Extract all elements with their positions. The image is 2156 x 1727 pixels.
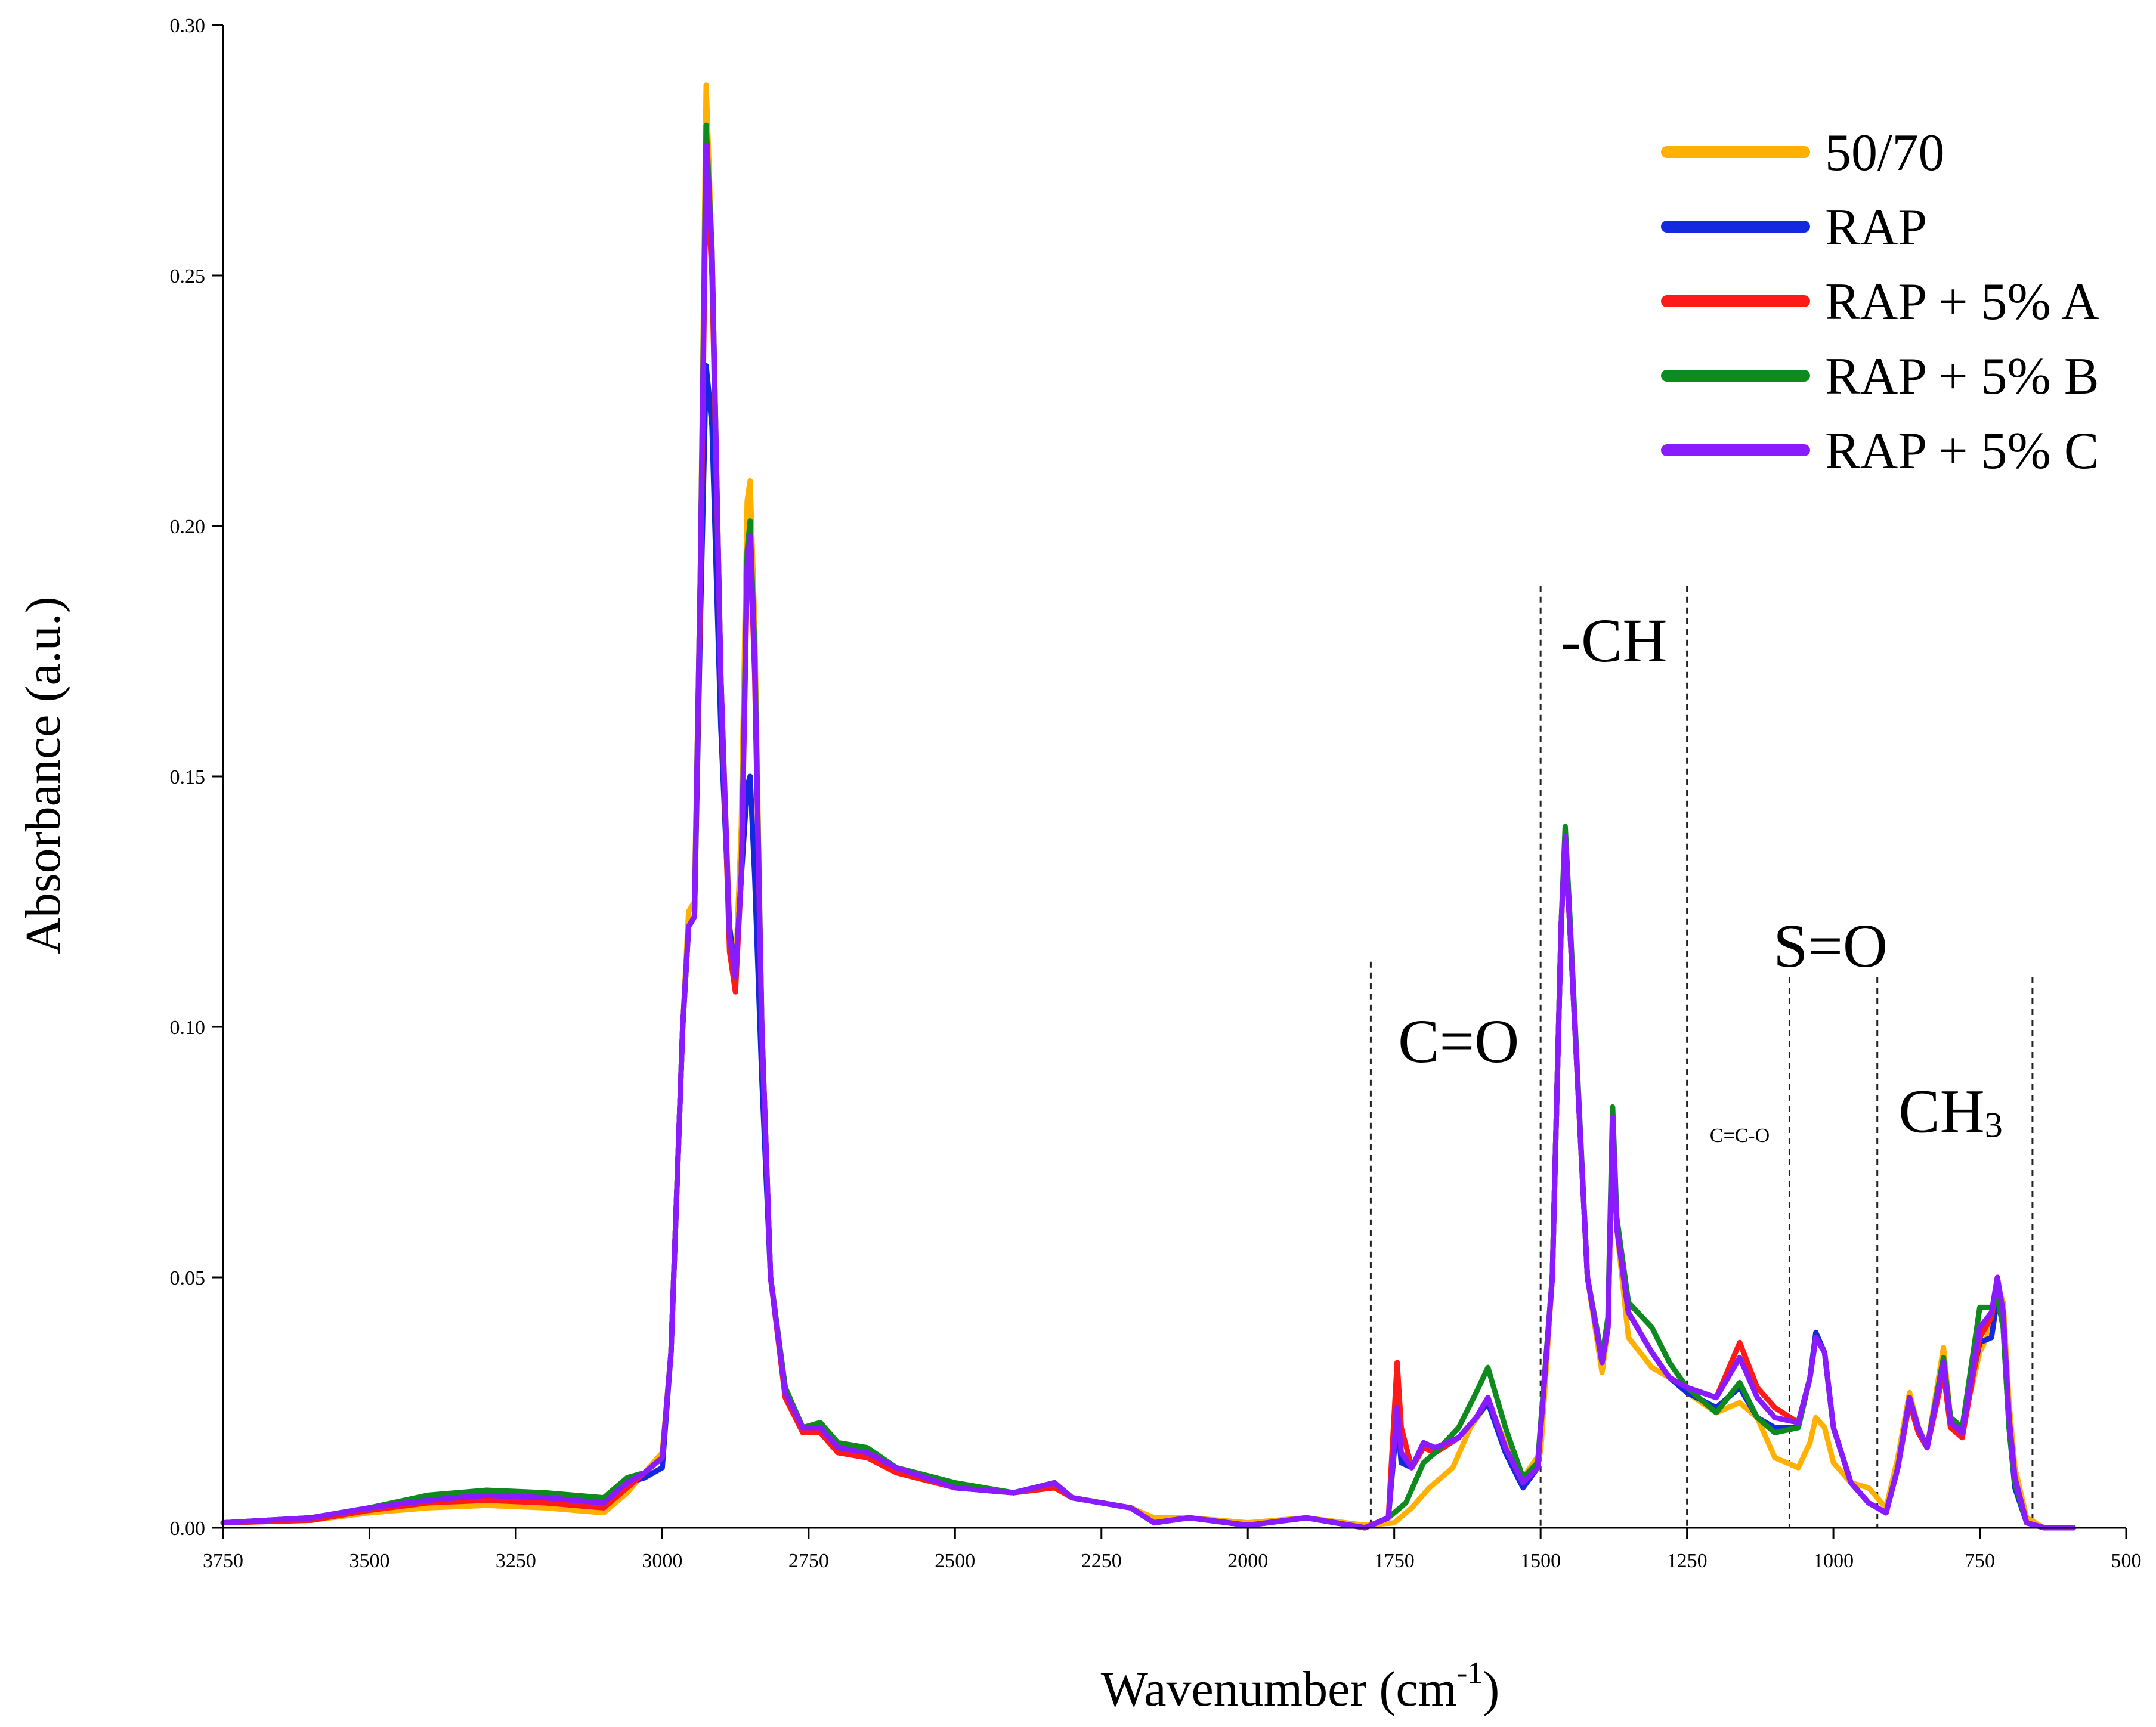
- x-tick-label: 2500: [935, 1550, 975, 1572]
- legend-label: RAP + 5% C: [1825, 422, 2099, 480]
- x-tick-label: 3250: [496, 1550, 536, 1572]
- annotation-label: S=O: [1773, 912, 1888, 980]
- annotation-label: C=O: [1398, 1007, 1519, 1076]
- y-tick-label: 0.10: [170, 1017, 206, 1039]
- y-tick-label: 0.00: [170, 1518, 206, 1540]
- annotation-label: C=C-O: [1710, 1125, 1770, 1147]
- y-tick-label: 0.30: [170, 15, 206, 37]
- y-axis-title: Absorbance (a.u.): [16, 596, 71, 954]
- x-tick-label: 1750: [1374, 1550, 1415, 1572]
- region-lines: [1369, 586, 2034, 1528]
- x-axis-title-close: ): [1483, 1661, 1499, 1717]
- y-tick-label: 0.15: [170, 766, 206, 788]
- legend-label: RAP + 5% B: [1825, 348, 2099, 406]
- x-tick-label: 1250: [1667, 1550, 1708, 1572]
- x-tick-label: 3000: [642, 1550, 682, 1572]
- ticks-layer: 3750 3500 3250 3000 2750 2500 2250 2000 1750 1500…: [170, 15, 2142, 1572]
- x-axis-title-main: Wavenumber (cm: [1101, 1661, 1457, 1717]
- x-tick-label: 2000: [1227, 1550, 1268, 1572]
- x-tick-label: 750: [1965, 1550, 1995, 1572]
- annotation-subscript: 3: [1985, 1105, 2003, 1144]
- x-tick-label: 500: [2111, 1550, 2142, 1572]
- x-axis-title: Wavenumber (cm-1): [1101, 1656, 1500, 1717]
- y-tick-label: 0.20: [170, 516, 206, 538]
- legend: 50/70 RAP RAP + 5% A RAP + 5% B RAP + 5% C: [1661, 124, 2099, 480]
- series-line-rap-5-c: [220, 143, 2077, 1531]
- x-tick-label: 3500: [349, 1550, 389, 1572]
- legend-label: RAP: [1825, 199, 1927, 256]
- legend-label: RAP + 5% A: [1825, 273, 2099, 331]
- annotation-label: -CH: [1560, 606, 1667, 675]
- series-layer: [220, 82, 2077, 1531]
- x-tick-label: 1000: [1813, 1550, 1854, 1572]
- x-tick-label: 3750: [203, 1550, 243, 1572]
- x-axis-title-superscript: -1: [1457, 1656, 1483, 1690]
- x-tick-label: 1500: [1520, 1550, 1561, 1572]
- x-tick-label: 2250: [1081, 1550, 1122, 1572]
- y-tick-label: 0.25: [170, 265, 206, 287]
- y-tick-label: 0.05: [170, 1267, 206, 1289]
- x-tick-label: 2750: [788, 1550, 829, 1572]
- legend-label: 50/70: [1825, 124, 1944, 182]
